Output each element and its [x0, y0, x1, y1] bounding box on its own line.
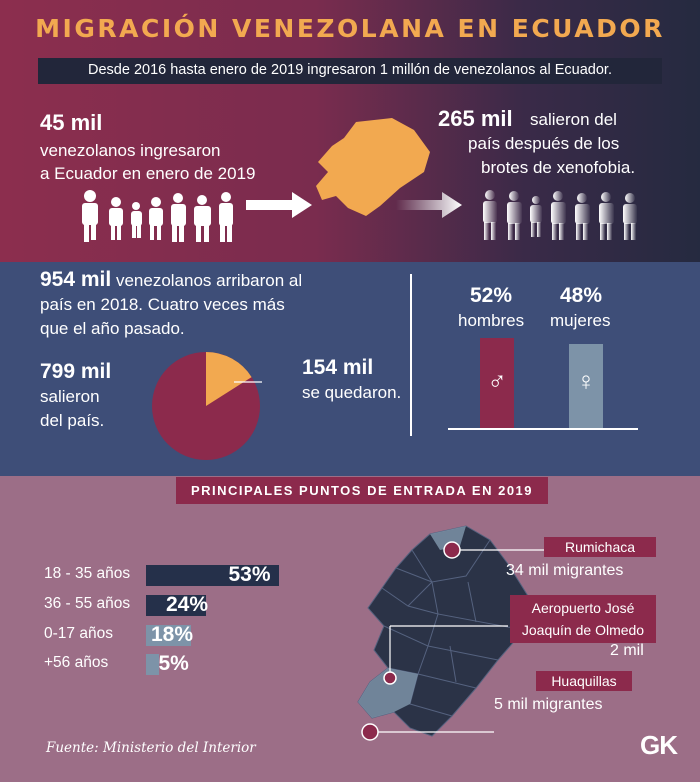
- entered-line2: a Ecuador en enero de 2019: [40, 164, 256, 183]
- men-label: hombres: [458, 311, 525, 330]
- female-symbol-icon: ♀: [576, 366, 596, 396]
- faded-arrow-icon: [396, 192, 462, 218]
- age-label: 18 - 35 años: [44, 565, 131, 582]
- left-line2: país después de los: [468, 134, 620, 153]
- age-bar: [146, 595, 206, 616]
- left-line1: salieron del: [530, 110, 617, 129]
- source-note: Fuente: Ministerio del Interior: [46, 740, 256, 756]
- pie-left-count: 799 mil: [40, 360, 112, 383]
- arrived-count: 954 mil: [40, 268, 112, 291]
- pie-left-line1: salieron: [40, 387, 100, 406]
- entered-line1: venezolanos ingresaron: [40, 141, 221, 160]
- divider: [410, 274, 412, 436]
- walking-people-icon: [82, 190, 233, 242]
- men-bar: ♂: [480, 338, 514, 428]
- airport-marker: [383, 671, 397, 685]
- ecuador-map-icon: [316, 118, 430, 216]
- arrow-right-icon: [246, 192, 312, 218]
- women-label: mujeres: [550, 311, 611, 330]
- age-label: 0-17 años: [44, 625, 113, 642]
- age-label: +56 años: [44, 654, 109, 671]
- huaquillas-marker: [361, 723, 379, 741]
- age-label: 36 - 55 años: [44, 595, 131, 612]
- leaving-people-icon: [483, 190, 637, 240]
- arrived-line2: país en 2018. Cuatro veces más: [40, 295, 285, 314]
- rumichaca-marker: [443, 541, 461, 559]
- age-bar: [146, 625, 191, 646]
- arrived-line1: venezolanos arribaron al: [115, 271, 303, 290]
- arrived-line3: que el año pasado.: [40, 319, 185, 338]
- airport-label-line1: Aeropuerto José: [531, 600, 635, 616]
- rumichaca-count: 34 mil migrantes: [506, 562, 624, 579]
- page-title: MIGRACIÓN VENEZOLANA EN ECUADOR: [35, 14, 665, 43]
- male-symbol-icon: ♂: [487, 366, 507, 396]
- pie-stayed-count: 154 mil: [302, 356, 374, 379]
- age-pct: 5%: [158, 652, 189, 675]
- ecuador-provinces-map: [357, 525, 544, 741]
- gender-baseline: [448, 428, 638, 430]
- stats-2018-section: 954 mil venezolanos arribaron al país en…: [0, 262, 700, 476]
- age-bar: [146, 654, 159, 675]
- huaquillas-count: 5 mil migrantes: [494, 696, 603, 713]
- women-pct: 48%: [560, 284, 603, 307]
- arrived-line1-row: 954 mil venezolanos arribaron al: [40, 268, 302, 293]
- subtitle: Desde 2016 hasta enero de 2019 ingresaro…: [88, 62, 612, 78]
- pie-chart: [152, 352, 262, 460]
- airport-count: 2 mil: [610, 642, 644, 659]
- men-pct: 52%: [470, 284, 513, 307]
- entry-points-title: PRINCIPALES PUNTOS DE ENTRADA EN 2019: [176, 477, 548, 504]
- left-line3: brotes de xenofobia.: [481, 158, 636, 177]
- women-bar: ♀: [569, 344, 603, 428]
- header-section: MIGRACIÓN VENEZOLANA EN ECUADOR Desde 20…: [0, 0, 700, 262]
- pie-left-line2: del país.: [40, 411, 105, 430]
- pie-stayed-text: se quedaron.: [302, 383, 402, 402]
- huaquillas-label: Huaquillas: [536, 671, 632, 691]
- age-pct: 18%: [151, 623, 194, 646]
- rumichaca-label: Rumichaca: [544, 537, 656, 557]
- pie-slice-stayed: [206, 352, 252, 406]
- entry-points-section: PRINCIPALES PUNTOS DE ENTRADA EN 2019 18…: [0, 476, 700, 782]
- age-pct: 53%: [228, 563, 271, 586]
- left-count: 265 mil: [438, 106, 513, 131]
- airport-label: Aeropuerto José Joaquín de Olmedo: [510, 595, 656, 643]
- subtitle-bar: Desde 2016 hasta enero de 2019 ingresaro…: [38, 58, 662, 84]
- gk-logo: GK: [640, 730, 678, 760]
- age-pct: 24%: [166, 593, 209, 616]
- age-bar: [146, 565, 279, 586]
- entered-count: 45 mil: [40, 110, 103, 135]
- airport-label-line2: Joaquín de Olmedo: [521, 622, 645, 638]
